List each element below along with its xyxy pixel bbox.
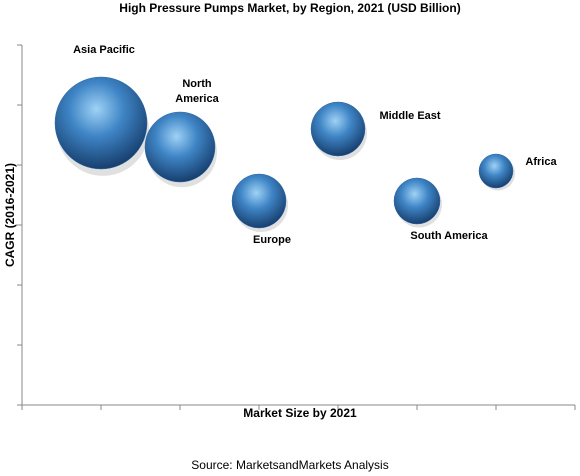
- bubble-label: North America: [175, 78, 219, 105]
- bubble: [393, 177, 441, 225]
- chart-title: High Pressure Pumps Market, by Region, 2…: [119, 1, 461, 15]
- bubble-label: Middle East: [379, 110, 441, 122]
- bubble-label: Europe: [253, 234, 291, 246]
- bubble: [231, 173, 287, 229]
- bubble-label: Asia Pacific: [73, 44, 135, 56]
- x-axis-label: Market Size by 2021: [243, 406, 357, 420]
- y-axis-label: CAGR (2016-2021): [3, 162, 17, 268]
- bubble: [144, 111, 216, 183]
- bubble-label: South America: [410, 230, 488, 242]
- source: Source: MarketsandMarkets Analysis: [191, 458, 389, 472]
- bubble: [478, 153, 514, 189]
- bubble-label: Africa: [525, 156, 557, 168]
- bubble: [54, 76, 148, 170]
- bubble: [310, 101, 366, 157]
